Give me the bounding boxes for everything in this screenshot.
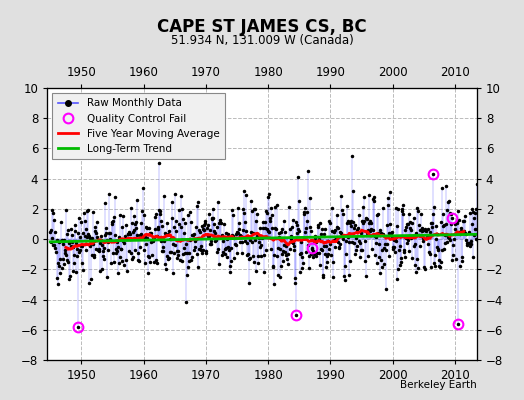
Y-axis label: Temperature Anomaly (°C): Temperature Anomaly (°C) [522,145,524,303]
Text: CAPE ST JAMES CS, BC: CAPE ST JAMES CS, BC [157,18,367,36]
Text: Berkeley Earth: Berkeley Earth [400,380,477,390]
Text: 51.934 N, 131.009 W (Canada): 51.934 N, 131.009 W (Canada) [171,34,353,47]
Legend: Raw Monthly Data, Quality Control Fail, Five Year Moving Average, Long-Term Tren: Raw Monthly Data, Quality Control Fail, … [52,93,225,159]
